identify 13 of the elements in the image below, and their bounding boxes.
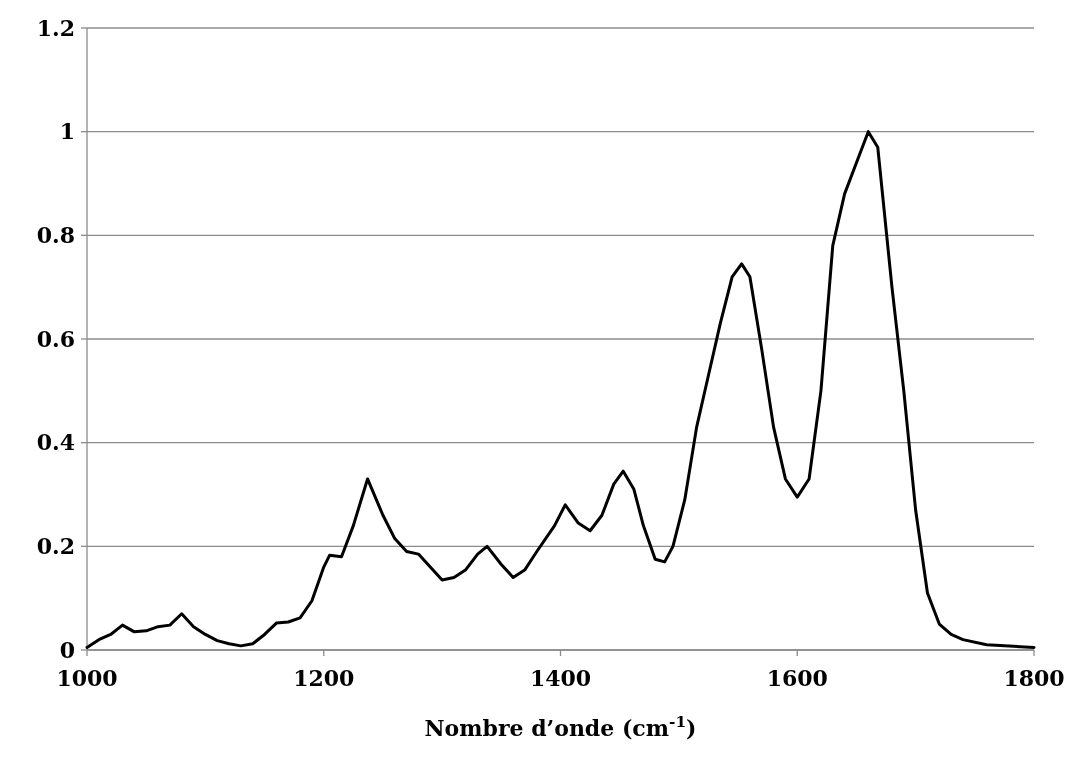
y-tick-label: 1 [59, 118, 75, 145]
y-tick-label: 0 [59, 636, 75, 663]
y-tick-label: 0.4 [36, 429, 75, 456]
x-tick-label: 1200 [293, 665, 355, 691]
y-tick-label: 0.6 [36, 325, 75, 352]
x-tick-label: 1400 [529, 665, 592, 691]
x-axis-title: Nombre d’onde (cm$^{-1}$) [424, 713, 697, 741]
x-tick-label: 1800 [1003, 665, 1065, 691]
y-tick-label: 0.2 [36, 533, 75, 560]
y-tick-label: 0.8 [36, 222, 75, 249]
y-tick-label: 1.2 [36, 14, 75, 41]
x-tick-label: 1000 [56, 665, 118, 691]
x-tick-label: 1600 [766, 665, 828, 691]
